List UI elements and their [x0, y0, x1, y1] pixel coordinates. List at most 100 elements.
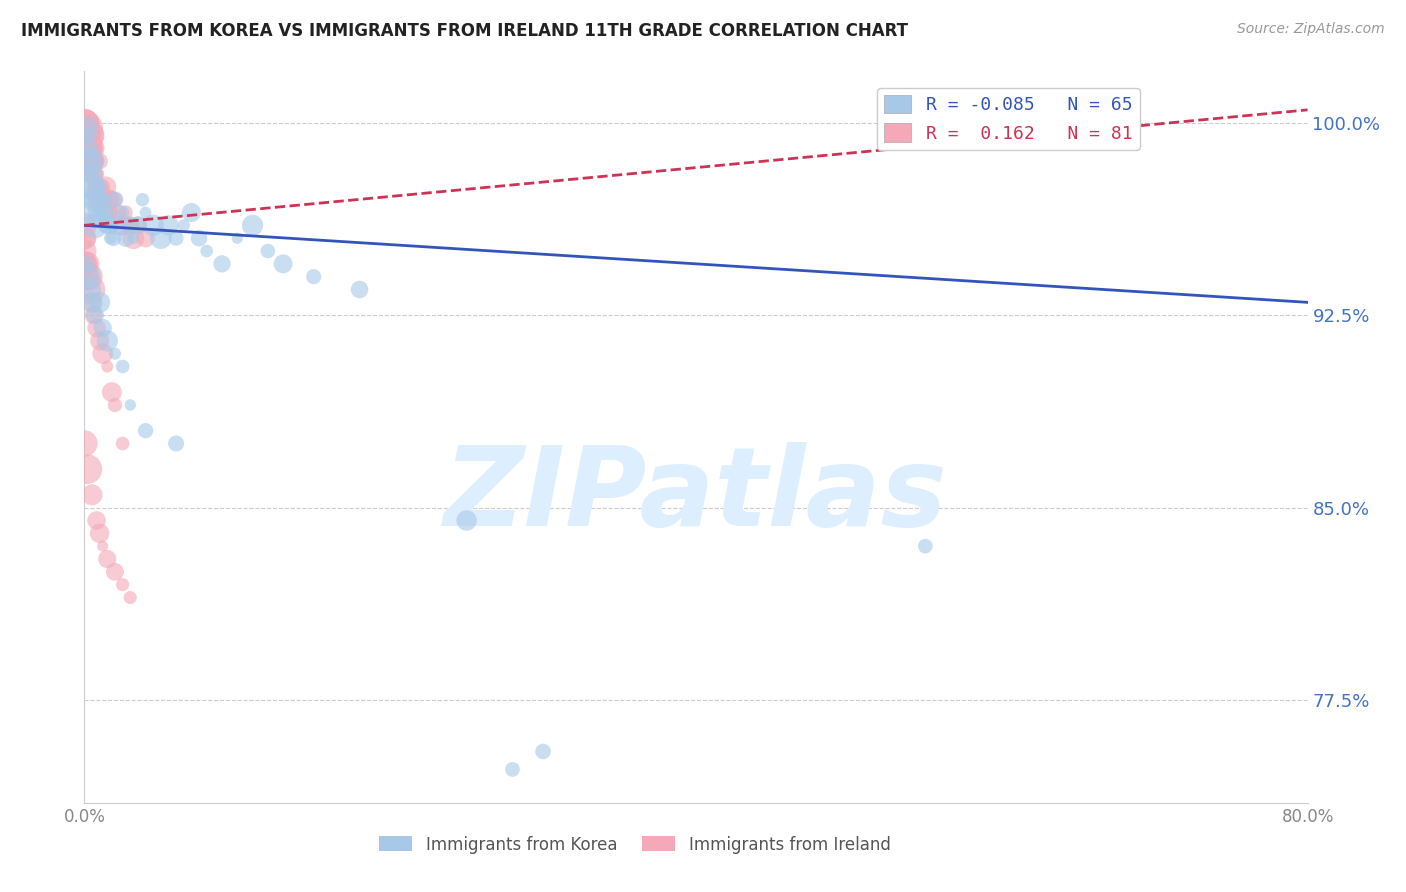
- Point: [73, 257, 96, 271]
- Point: [104, 565, 127, 579]
- Point: [77, 154, 100, 169]
- Point: [149, 231, 172, 245]
- Point: [80, 167, 103, 181]
- Point: [86, 321, 108, 335]
- Point: [120, 591, 142, 605]
- Text: ZIPatlas: ZIPatlas: [444, 442, 948, 549]
- Point: [104, 193, 127, 207]
- Point: [76, 128, 98, 143]
- Point: [120, 219, 142, 233]
- Point: [80, 295, 103, 310]
- Text: IMMIGRANTS FROM KOREA VS IMMIGRANTS FROM IRELAND 11TH GRADE CORRELATION CHART: IMMIGRANTS FROM KOREA VS IMMIGRANTS FROM…: [21, 22, 908, 40]
- Text: Source: ZipAtlas.com: Source: ZipAtlas.com: [1237, 22, 1385, 37]
- Point: [120, 219, 142, 233]
- Point: [79, 283, 101, 297]
- Point: [80, 128, 103, 143]
- Point: [89, 179, 111, 194]
- Point: [135, 424, 157, 438]
- Point: [73, 257, 96, 271]
- Point: [96, 205, 118, 219]
- Point: [76, 128, 98, 143]
- Point: [114, 231, 136, 245]
- Point: [111, 436, 134, 450]
- Point: [91, 346, 114, 360]
- Point: [456, 514, 478, 528]
- Point: [76, 462, 98, 476]
- Point: [531, 744, 554, 758]
- Point: [89, 295, 111, 310]
- Point: [80, 488, 103, 502]
- Point: [142, 219, 165, 233]
- Point: [73, 231, 96, 245]
- Point: [111, 577, 134, 591]
- Point: [257, 244, 280, 258]
- Point: [73, 128, 96, 143]
- Point: [75, 120, 97, 135]
- Point: [104, 398, 127, 412]
- Point: [91, 179, 114, 194]
- Point: [84, 219, 107, 233]
- Point: [87, 193, 110, 207]
- Point: [73, 120, 96, 135]
- Point: [76, 141, 98, 155]
- Point: [104, 346, 127, 360]
- Point: [75, 257, 97, 271]
- Point: [135, 205, 157, 219]
- Point: [80, 154, 103, 169]
- Point: [96, 193, 118, 207]
- Point: [73, 244, 96, 258]
- Point: [83, 141, 105, 155]
- Point: [89, 179, 111, 194]
- Point: [75, 231, 97, 245]
- Point: [502, 763, 524, 777]
- Point: [79, 179, 101, 194]
- Point: [75, 116, 97, 130]
- Point: [131, 193, 153, 207]
- Point: [195, 244, 218, 258]
- Legend: Immigrants from Korea, Immigrants from Ireland: Immigrants from Korea, Immigrants from I…: [373, 829, 897, 860]
- Point: [104, 193, 127, 207]
- Point: [89, 154, 111, 169]
- Point: [97, 205, 120, 219]
- Point: [84, 308, 107, 322]
- Point: [76, 269, 98, 284]
- Point: [89, 526, 111, 541]
- Point: [107, 205, 129, 219]
- Point: [93, 193, 115, 207]
- Point: [173, 219, 195, 233]
- Point: [84, 193, 107, 207]
- Point: [73, 219, 96, 233]
- Point: [91, 539, 114, 553]
- Point: [77, 120, 100, 135]
- Point: [84, 154, 107, 169]
- Point: [111, 219, 134, 233]
- Point: [188, 231, 211, 245]
- Point: [114, 205, 136, 219]
- Point: [157, 219, 180, 233]
- Point: [98, 231, 121, 245]
- Point: [101, 205, 124, 219]
- Point: [77, 141, 100, 155]
- Point: [111, 205, 134, 219]
- Point: [127, 219, 149, 233]
- Point: [271, 257, 294, 271]
- Point: [211, 257, 233, 271]
- Point: [101, 219, 124, 233]
- Point: [91, 321, 114, 335]
- Point: [127, 219, 149, 233]
- Point: [80, 141, 103, 155]
- Point: [73, 116, 96, 130]
- Point: [86, 179, 108, 194]
- Point: [94, 179, 117, 194]
- Point: [165, 436, 187, 450]
- Point: [84, 141, 107, 155]
- Point: [79, 141, 101, 155]
- Point: [103, 231, 125, 245]
- Point: [76, 257, 98, 271]
- Point: [914, 539, 936, 553]
- Point: [80, 167, 103, 181]
- Point: [120, 398, 142, 412]
- Point: [165, 231, 187, 245]
- Point: [83, 179, 105, 194]
- Point: [77, 283, 100, 297]
